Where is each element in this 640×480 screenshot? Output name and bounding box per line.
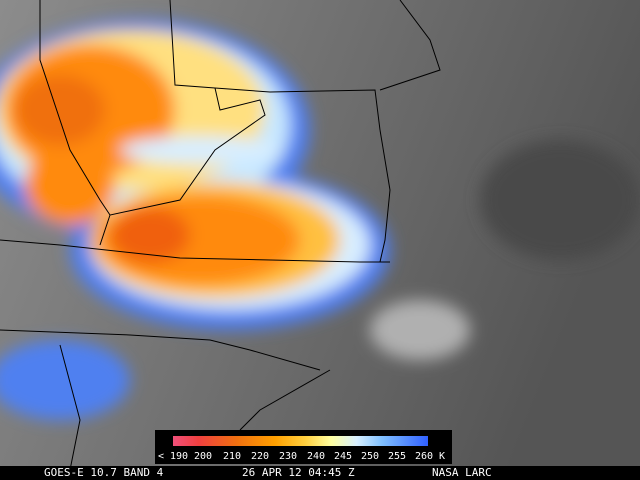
- colorbar-box: [155, 430, 452, 464]
- colorbar-label: 250: [361, 451, 379, 462]
- source-label: NASA LARC: [432, 466, 492, 479]
- colorbar-label: 255: [388, 451, 406, 462]
- colorbar-label: 200: [194, 451, 212, 462]
- cloud-tops: [0, 20, 640, 420]
- colorbar-label: < 190: [158, 451, 188, 462]
- time-label: 26 APR 12 04:45 Z: [242, 466, 355, 479]
- colorbar-label: 210: [223, 451, 241, 462]
- colorbar-label: 245: [334, 451, 352, 462]
- caption-bar: [0, 466, 640, 480]
- colorbar-label: 260 K: [415, 451, 445, 462]
- colorbar: [173, 436, 428, 446]
- colorbar-label: 220: [251, 451, 269, 462]
- satellite-label: GOES-E 10.7 BAND 4: [44, 466, 164, 479]
- colorbar-label: 230: [279, 451, 297, 462]
- state-borders: [0, 0, 440, 470]
- colorbar-label: 240: [307, 451, 325, 462]
- colorbar-labels: < 190 200 210 220 230 240 245 250 255 26…: [158, 451, 445, 462]
